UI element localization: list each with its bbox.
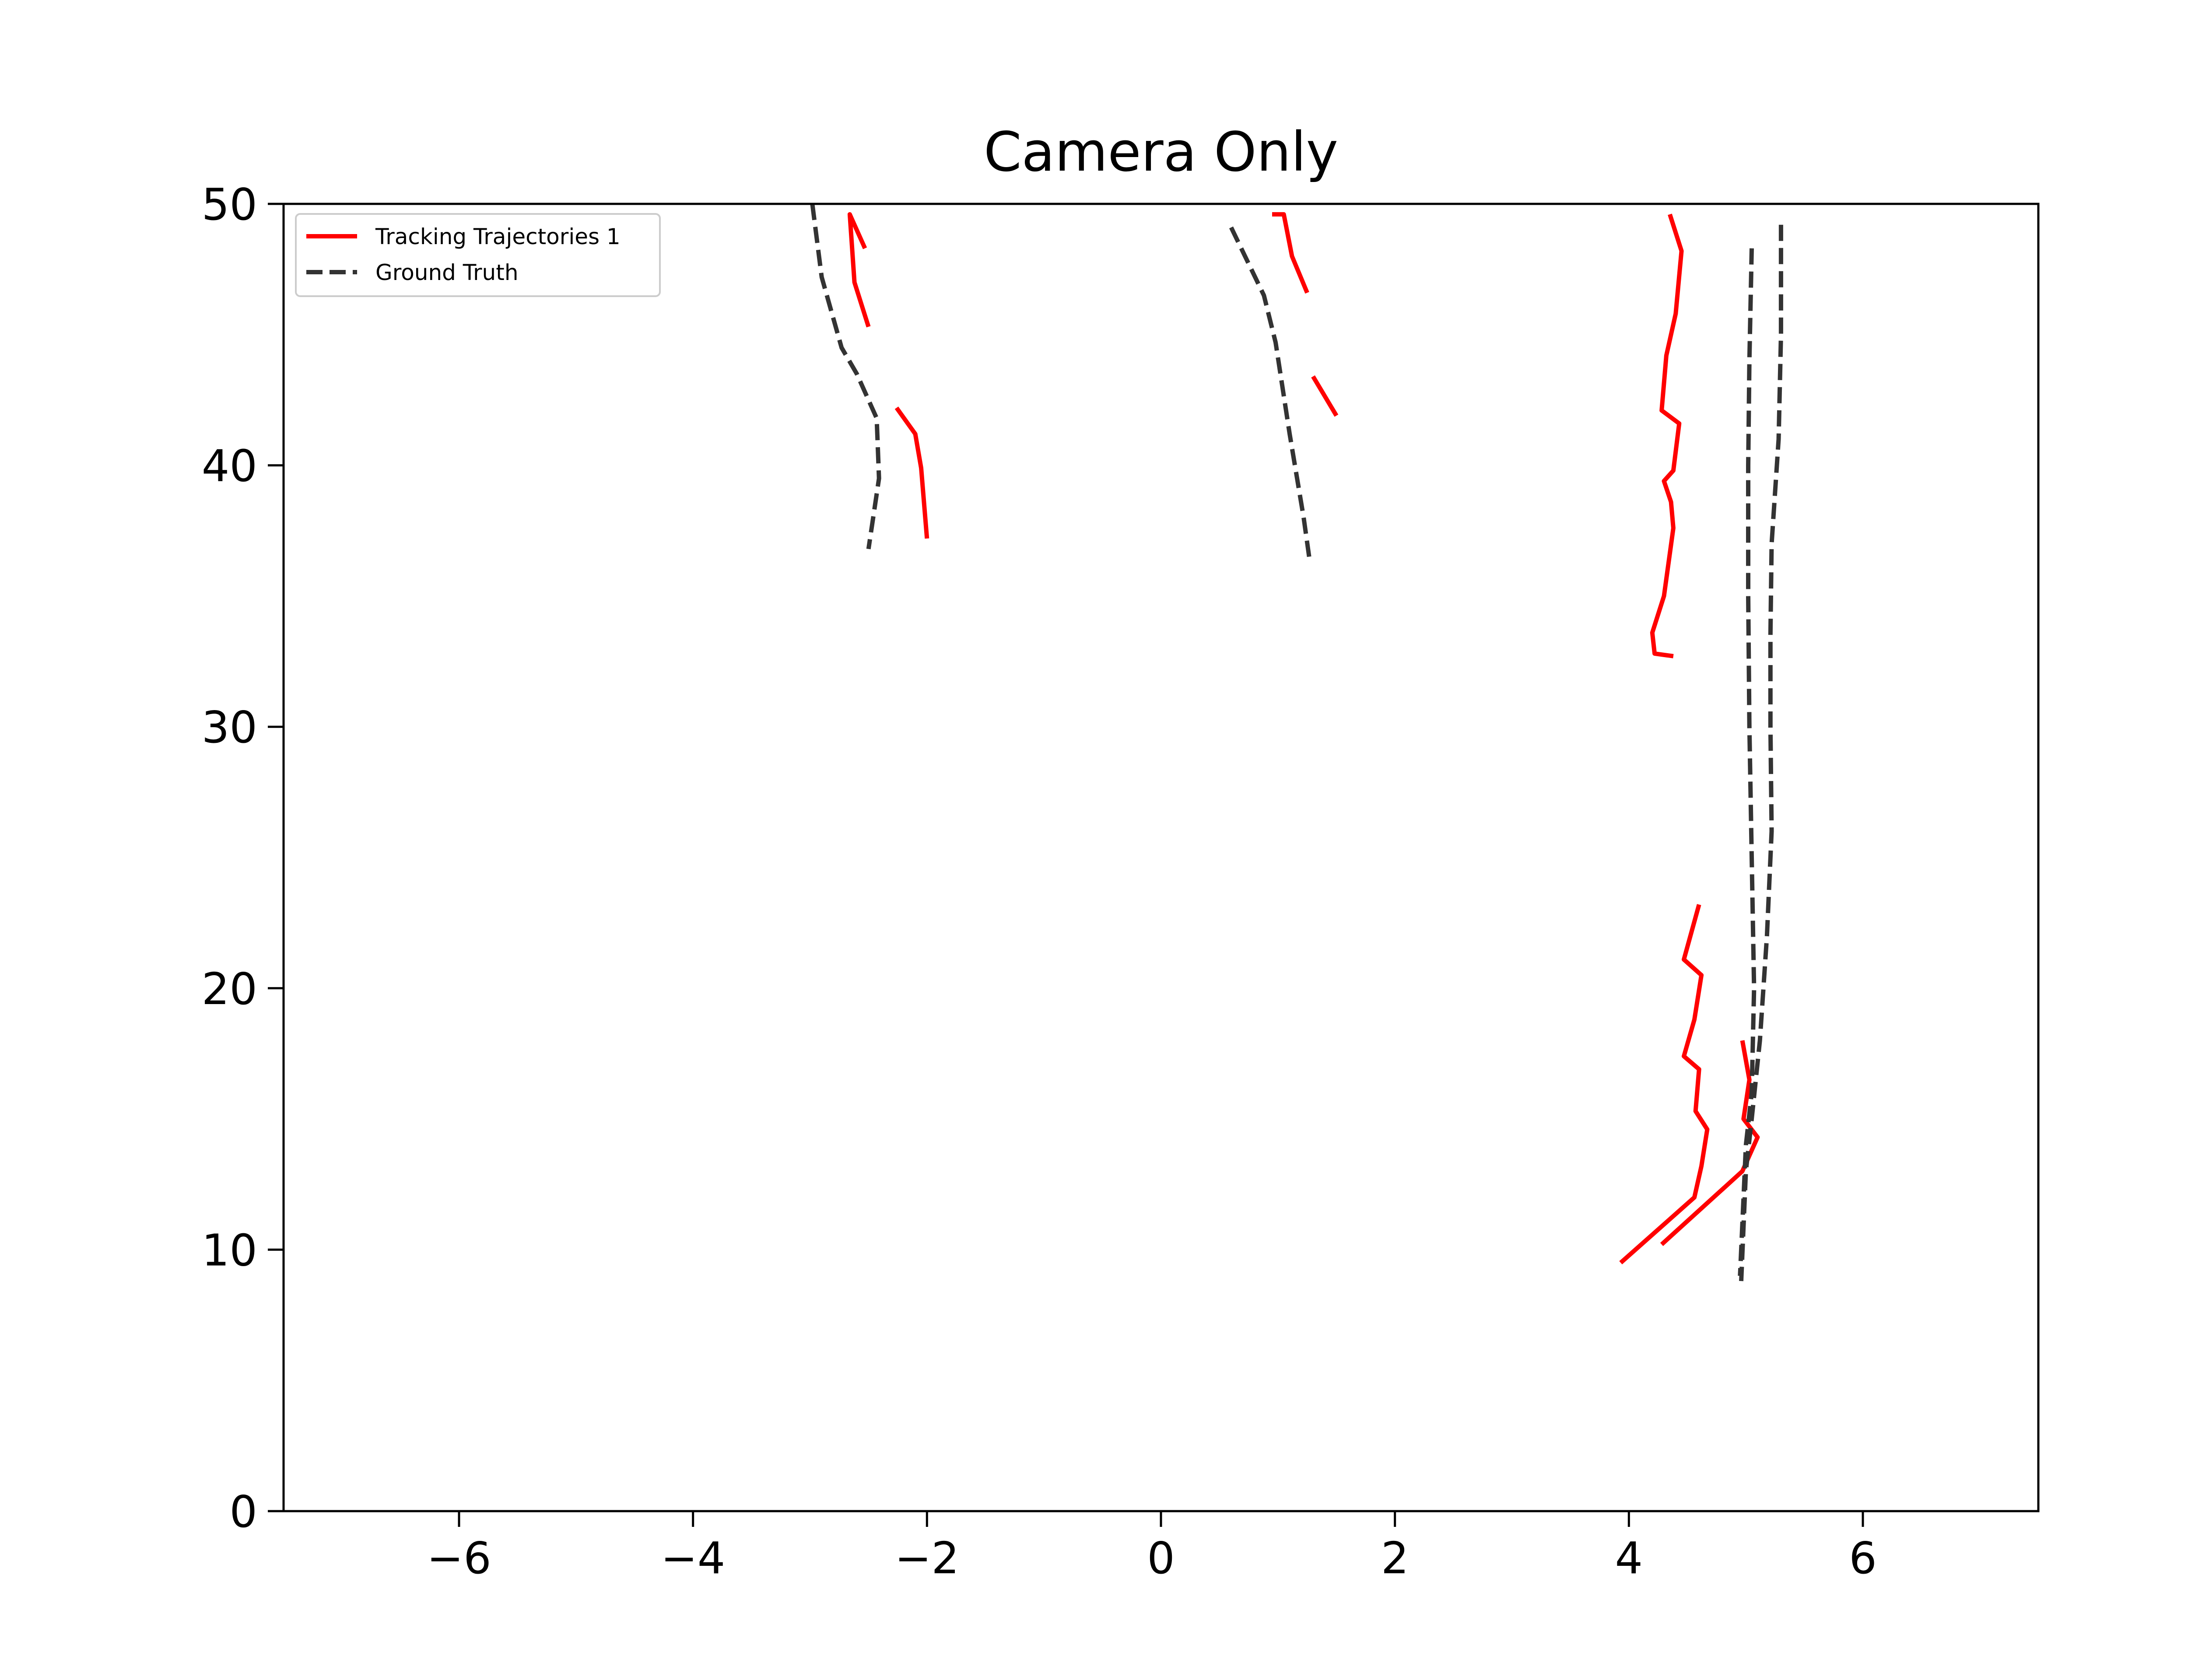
series-1-line-0 — [810, 203, 881, 550]
series-0-line-0 — [847, 212, 871, 328]
legend-label-1: Ground Truth — [375, 260, 519, 285]
series-0-line-3 — [1311, 375, 1339, 417]
series-0-line-1 — [894, 406, 929, 539]
series-0-line-4 — [1650, 214, 1684, 658]
series-0-line-5 — [1619, 904, 1710, 1265]
x-tick-label: 6 — [1849, 1533, 1877, 1584]
series-0 — [847, 212, 1760, 1265]
x-tick-label: 0 — [1147, 1533, 1175, 1584]
x-tick-label: 4 — [1615, 1533, 1643, 1584]
series-1-line-3 — [1739, 224, 1783, 1281]
y-axis: 0 10 20 30 40 50 — [202, 179, 284, 1537]
x-tick-label: −4 — [661, 1533, 725, 1584]
chart-title: Camera Only — [984, 121, 1338, 184]
series-1-line-2 — [1738, 248, 1757, 1276]
series-1-line-1 — [1229, 226, 1312, 560]
y-tick-label: 10 — [202, 1225, 257, 1276]
x-tick-label: −6 — [427, 1533, 491, 1584]
x-axis: −6 −4 −2 0 2 4 6 — [427, 1511, 1877, 1584]
legend-label-0: Tracking Trajectories 1 — [375, 224, 621, 249]
y-tick-label: 20 — [202, 963, 257, 1015]
x-tick-label: −2 — [895, 1533, 959, 1584]
legend-box — [295, 213, 661, 297]
y-tick-label: 30 — [202, 702, 257, 753]
series-1 — [810, 203, 1783, 1281]
y-tick-label: 50 — [202, 179, 257, 230]
y-tick-label: 0 — [229, 1486, 257, 1537]
x-tick-label: 2 — [1381, 1533, 1409, 1584]
series-0-line-2 — [1272, 212, 1309, 294]
y-tick-label: 40 — [202, 441, 257, 492]
legend: Tracking Trajectories 1 Ground Truth — [295, 213, 661, 297]
series-layer — [810, 203, 1783, 1281]
